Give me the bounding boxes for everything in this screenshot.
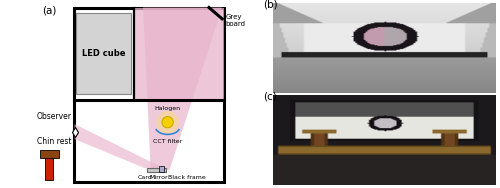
Bar — [159, 166, 164, 172]
Polygon shape — [74, 124, 164, 168]
Text: Grey
board: Grey board — [226, 14, 246, 27]
Text: Chin rest: Chin rest — [37, 137, 72, 146]
Text: Observer: Observer — [36, 112, 72, 121]
Bar — [40, 150, 58, 158]
Bar — [74, 8, 224, 182]
Text: CCT filter: CCT filter — [153, 139, 182, 144]
Polygon shape — [134, 8, 224, 100]
Text: (b): (b) — [264, 0, 278, 9]
Bar — [76, 13, 131, 94]
Text: Halogen: Halogen — [154, 106, 180, 111]
Bar — [147, 168, 166, 173]
Bar — [46, 154, 53, 180]
Text: Mirror: Mirror — [149, 175, 168, 180]
Circle shape — [157, 112, 178, 133]
Circle shape — [162, 117, 173, 128]
Text: Card: Card — [138, 175, 152, 180]
Polygon shape — [143, 8, 222, 170]
Text: Black frame: Black frame — [168, 175, 205, 180]
Text: (c): (c) — [264, 91, 278, 101]
Text: (a): (a) — [42, 6, 56, 16]
Text: LED cube: LED cube — [82, 49, 126, 58]
